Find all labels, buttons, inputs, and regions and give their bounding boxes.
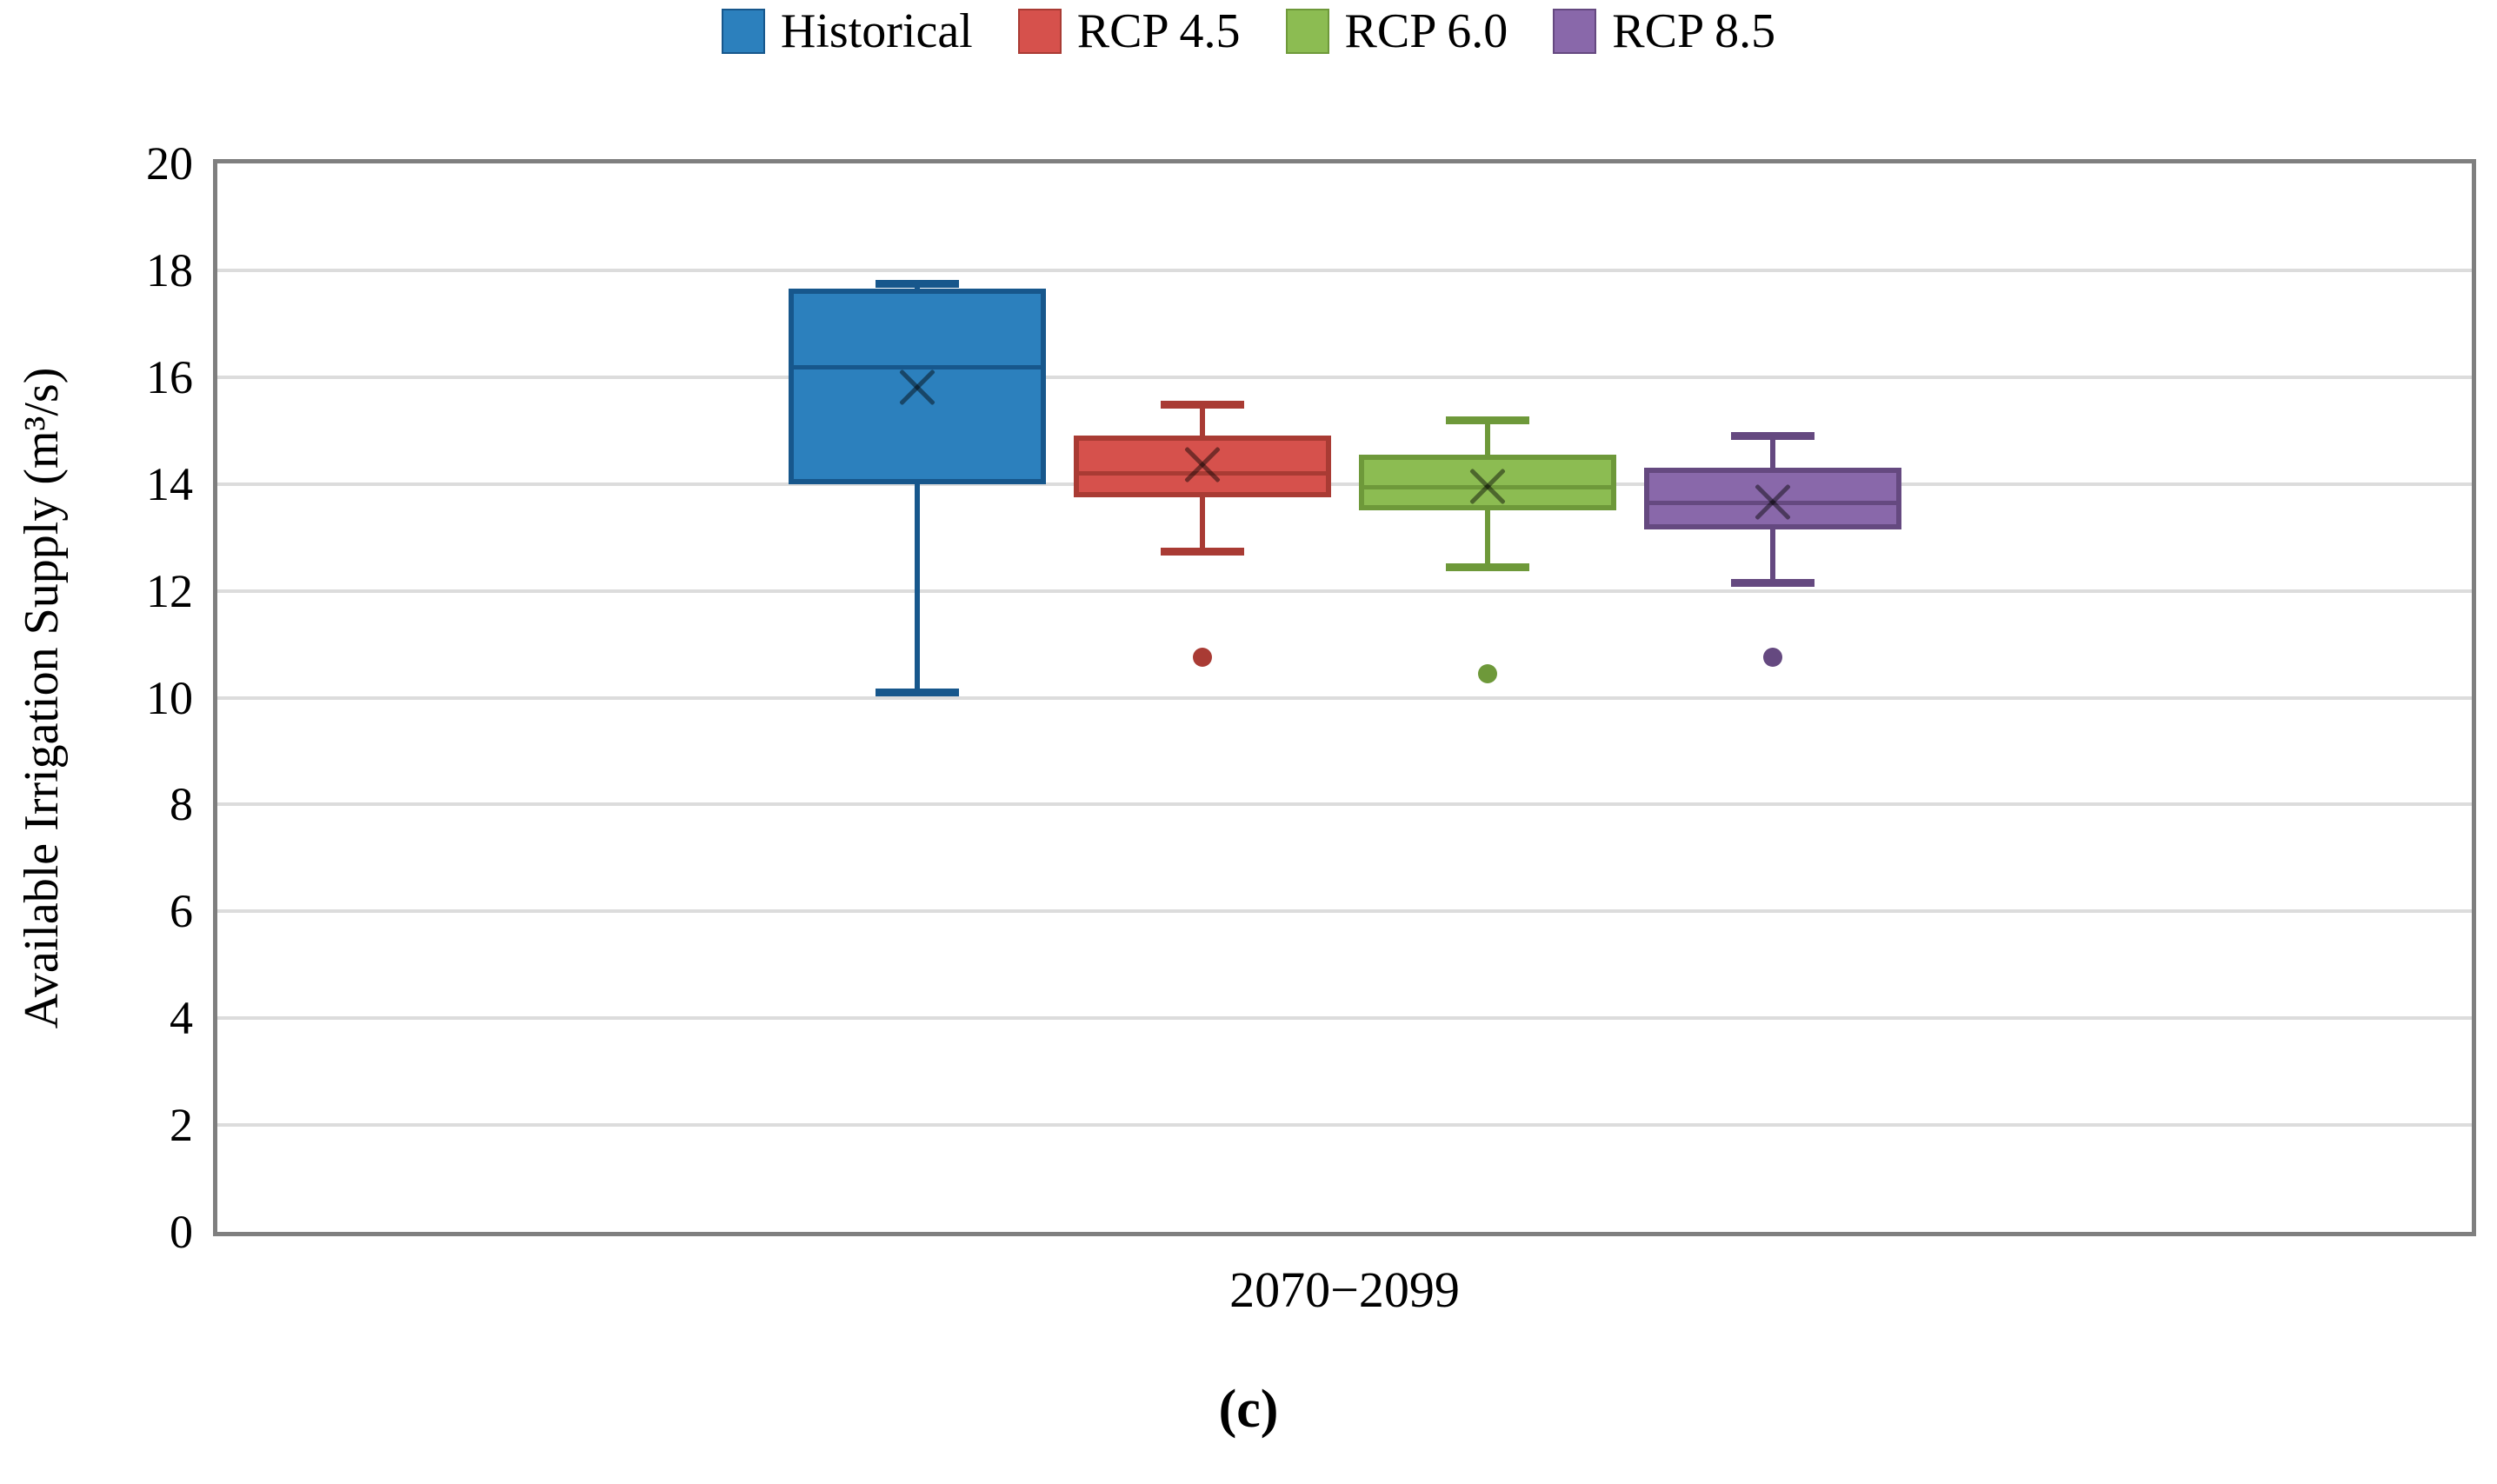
outlier-point bbox=[1477, 663, 1497, 683]
y-tick-14: 14 bbox=[146, 457, 193, 510]
legend-item-rcp-8-5: RCP 8.5 bbox=[1553, 5, 1775, 57]
max-whisker-cap bbox=[875, 280, 959, 289]
max-whisker-cap bbox=[1445, 416, 1529, 424]
legend-item-label: RCP 6.0 bbox=[1344, 4, 1508, 58]
y-tick-0: 0 bbox=[170, 1206, 193, 1258]
y-tick-20: 20 bbox=[146, 137, 193, 190]
y-tick-4: 4 bbox=[170, 992, 193, 1045]
iqr-box bbox=[1358, 454, 1616, 511]
y-tick-18: 18 bbox=[146, 243, 193, 296]
max-whisker-cap bbox=[1730, 432, 1814, 441]
upper-whisker-stem bbox=[1769, 436, 1775, 469]
median-line bbox=[1648, 501, 1896, 506]
plot-area bbox=[213, 159, 2476, 1236]
gridline-14 bbox=[217, 482, 2472, 486]
outlier-point bbox=[1192, 648, 1212, 668]
iqr-box bbox=[788, 289, 1046, 484]
legend-item-rcp-6-0: RCP 6.0 bbox=[1285, 4, 1508, 58]
mean-x-marker bbox=[1749, 479, 1796, 526]
max-whisker-cap bbox=[1160, 400, 1244, 409]
gridline-10 bbox=[217, 695, 2472, 700]
gridline-8 bbox=[217, 802, 2472, 807]
lower-whisker-stem bbox=[914, 483, 920, 693]
legend-item-historical: Historical bbox=[721, 4, 973, 58]
legend-swatch-icon bbox=[1285, 9, 1329, 54]
iqr-box bbox=[1073, 436, 1331, 498]
min-whisker-cap bbox=[1445, 562, 1529, 571]
lower-whisker-stem bbox=[1769, 529, 1775, 583]
gridline-16 bbox=[217, 375, 2472, 379]
outlier-point bbox=[1762, 648, 1782, 668]
gridline-18 bbox=[217, 268, 2472, 272]
gridline-2 bbox=[217, 1123, 2472, 1128]
iqr-box bbox=[1643, 468, 1901, 529]
lower-whisker-stem bbox=[1484, 510, 1490, 567]
figure-caption: (c) bbox=[1218, 1380, 1279, 1439]
legend-swatch-icon bbox=[1553, 9, 1597, 54]
min-whisker-cap bbox=[1160, 547, 1244, 556]
upper-whisker-stem bbox=[1484, 419, 1490, 455]
mean-x-marker bbox=[1464, 463, 1511, 510]
min-whisker-cap bbox=[1730, 579, 1814, 588]
mean-x-marker bbox=[1179, 442, 1226, 489]
legend-item-label: RCP 4.5 bbox=[1076, 4, 1241, 58]
min-whisker-cap bbox=[875, 689, 959, 697]
legend-item-rcp-4-5: RCP 4.5 bbox=[1017, 4, 1241, 58]
mean-x-marker bbox=[894, 364, 941, 411]
x-axis-category-label: 2070−2099 bbox=[1229, 1261, 1460, 1318]
legend-swatch-icon bbox=[1017, 9, 1062, 54]
y-tick-8: 8 bbox=[170, 778, 193, 831]
legend-swatch-icon bbox=[721, 9, 765, 54]
legend-item-label: Historical bbox=[780, 4, 973, 58]
median-line bbox=[793, 364, 1041, 369]
median-line bbox=[1363, 484, 1611, 489]
y-tick-10: 10 bbox=[146, 671, 193, 724]
y-tick-16: 16 bbox=[146, 350, 193, 403]
y-tick-12: 12 bbox=[146, 564, 193, 617]
legend-item-label: RCP 8.5 bbox=[1612, 4, 1776, 58]
y-tick-6: 6 bbox=[170, 885, 193, 938]
chart-legend: Historical RCP 4.5 RCP 6.0 RCP 8.5 bbox=[0, 5, 2497, 57]
lower-whisker-stem bbox=[1199, 497, 1205, 551]
gridline-12 bbox=[217, 589, 2472, 593]
gridline-4 bbox=[217, 1016, 2472, 1021]
upper-whisker-stem bbox=[1199, 403, 1205, 436]
gridline-6 bbox=[217, 909, 2472, 914]
median-line bbox=[1078, 471, 1326, 476]
y-tick-2: 2 bbox=[170, 1099, 193, 1152]
